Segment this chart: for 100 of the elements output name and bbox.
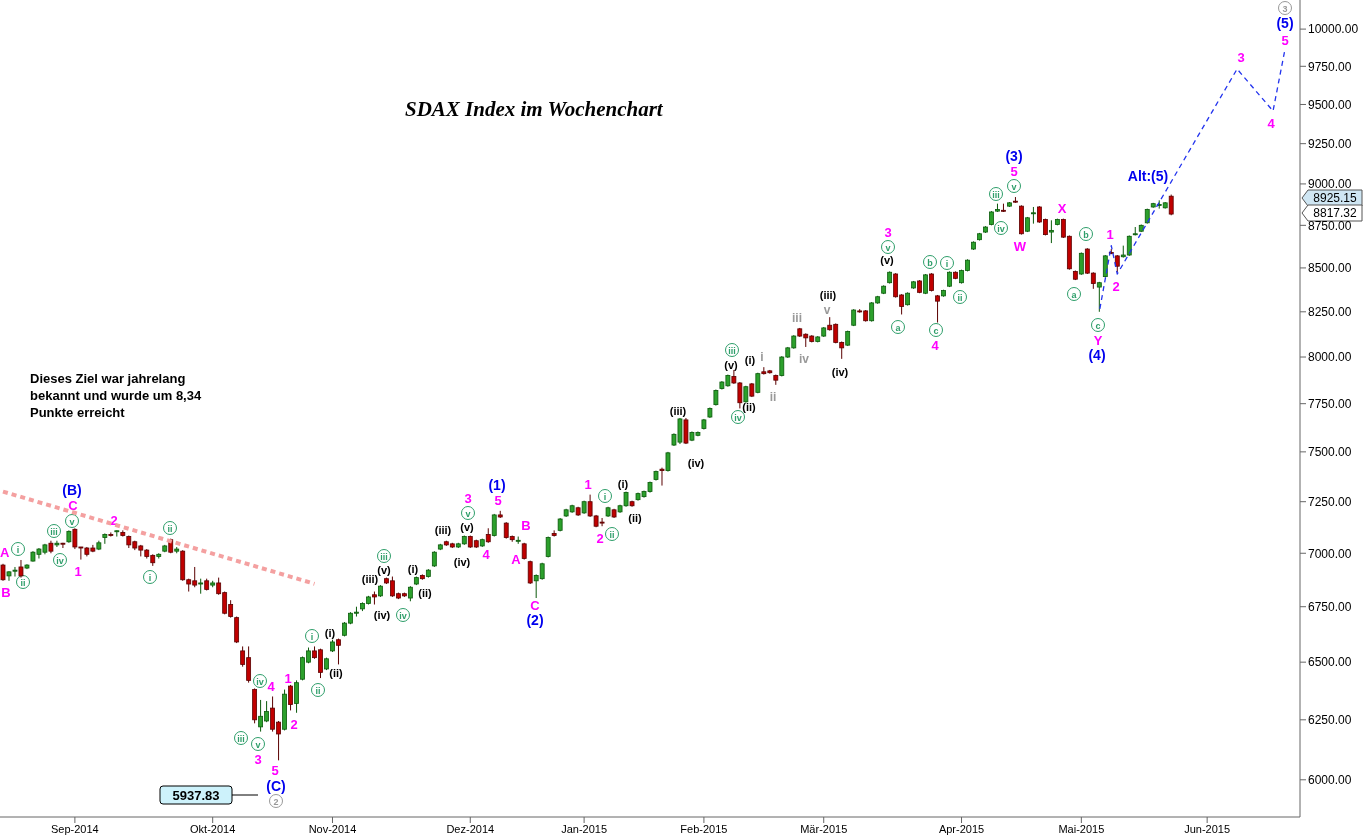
y-tick-label: 6000.00 — [1308, 773, 1352, 788]
annotation: A — [0, 544, 10, 560]
annotation: (v) — [460, 521, 475, 533]
annotation: 5 — [271, 762, 279, 778]
annotation: Alt:(5) — [1127, 168, 1169, 184]
annotation: ii — [609, 529, 615, 540]
annotation: b — [1083, 229, 1090, 240]
annotation: v — [465, 508, 471, 519]
text: 8925.15 — [1313, 191, 1358, 205]
annotation: 5937.83 — [172, 787, 220, 803]
annotation: a — [1071, 289, 1078, 300]
y-tick-label: 8500.00 — [1308, 261, 1352, 276]
annotation: (iv) — [687, 457, 705, 469]
annotation: ii — [167, 523, 173, 534]
annotation: B — [1, 584, 11, 600]
y-tick-label: 6250.00 — [1308, 713, 1352, 728]
annotation: (2) — [526, 612, 544, 628]
y-tick-label: 9750.00 — [1308, 59, 1352, 74]
annotation: i — [310, 631, 314, 642]
annotation: iv — [798, 352, 810, 366]
annotation: (i) — [324, 627, 336, 639]
annotation: Dieses Ziel war jahrelang bekannt und wurde um 8,34 Punkte erreicht — [30, 370, 203, 421]
x-tick-label: Mär-2015 — [800, 822, 848, 835]
candlestick — [60, 542, 66, 549]
annotation: 5 — [1281, 32, 1289, 48]
annotation: (iv) — [831, 366, 849, 378]
candlestick — [1048, 219, 1054, 244]
annotation: ii — [957, 292, 963, 303]
annotation: (3) — [1005, 148, 1023, 164]
annotation: (iv) — [373, 609, 391, 621]
annotation: (4) — [1088, 347, 1106, 363]
annotation: iv — [256, 676, 264, 687]
annotation: v — [69, 516, 75, 527]
text: SDAX Index im Wochenchart — [405, 97, 663, 122]
text: 8817.32 — [1313, 206, 1358, 220]
annotation: iii — [237, 733, 245, 744]
annotation: c — [1095, 320, 1101, 331]
annotation: v — [255, 739, 261, 750]
annotation: (iii) — [434, 524, 452, 536]
candlestick — [288, 684, 293, 711]
annotation: (i) — [617, 478, 629, 490]
annotation: (ii) — [418, 587, 433, 599]
annotation: 3 — [254, 751, 262, 767]
annotation: (iii) — [819, 289, 837, 301]
annotation: b — [927, 257, 934, 268]
annotation: (v) — [724, 359, 739, 371]
annotation: 4 — [267, 678, 276, 694]
candlestick — [1078, 251, 1084, 276]
annotation: (v) — [880, 254, 895, 266]
annotation: (iii) — [669, 405, 687, 417]
annotation: ii — [315, 685, 321, 696]
candlestick — [294, 679, 299, 714]
y-tick-label: 9250.00 — [1308, 136, 1352, 151]
annotation: 1 — [74, 563, 82, 579]
annotation: ii — [769, 390, 777, 404]
annotation: iii — [380, 551, 388, 562]
x-tick-label: Jan-2015 — [561, 822, 608, 835]
annotation: v — [1011, 181, 1017, 192]
annotation: A — [511, 551, 522, 567]
annotation: 1 — [584, 476, 592, 492]
y-tick-label: 10000.00 — [1308, 22, 1359, 37]
annotation: (B) — [62, 482, 82, 498]
annotation: (v) — [377, 564, 392, 576]
annotation: 3 — [884, 224, 892, 240]
annotation: 5 — [494, 492, 502, 508]
y-tick-label: 8250.00 — [1308, 305, 1352, 320]
annotation: 1 — [284, 670, 292, 686]
annotation: (iv) — [453, 556, 471, 568]
annotation: (ii) — [742, 401, 757, 413]
annotation: 3 — [1282, 3, 1288, 14]
candlestick — [659, 467, 665, 487]
annotation: 2 — [110, 512, 118, 528]
annotation: 2 — [1112, 278, 1120, 294]
annotation: i — [760, 350, 764, 364]
annotation: iv — [997, 223, 1005, 234]
annotation: (i) — [744, 354, 756, 366]
annotation: X — [1057, 200, 1067, 216]
annotation: iii — [728, 345, 736, 356]
annotation: B — [521, 517, 531, 533]
x-tick-label: Dez-2014 — [446, 822, 495, 835]
candlestick — [54, 540, 60, 548]
annotation: 1 — [1106, 226, 1114, 242]
annotation: (1) — [488, 477, 506, 493]
annotation: v — [885, 242, 891, 253]
annotation: 4 — [482, 546, 491, 562]
y-tick-label: 8000.00 — [1308, 350, 1352, 365]
y-tick-label: 9000.00 — [1308, 177, 1352, 192]
annotation: v — [823, 303, 831, 317]
x-tick-label: Nov-2014 — [308, 822, 357, 835]
annotation: 3 — [464, 490, 472, 506]
annotation: c — [933, 325, 939, 336]
annotation: C — [530, 597, 541, 613]
annotation: 2 — [273, 796, 279, 807]
annotation: 5 — [1010, 163, 1018, 179]
x-tick-label: Sep-2014 — [51, 822, 99, 835]
candlestick — [1096, 281, 1102, 313]
y-tick-label: 6750.00 — [1308, 599, 1352, 614]
x-tick-label: Mai-2015 — [1058, 822, 1105, 835]
annotation: i — [603, 491, 607, 502]
y-tick-label: 7750.00 — [1308, 396, 1352, 411]
